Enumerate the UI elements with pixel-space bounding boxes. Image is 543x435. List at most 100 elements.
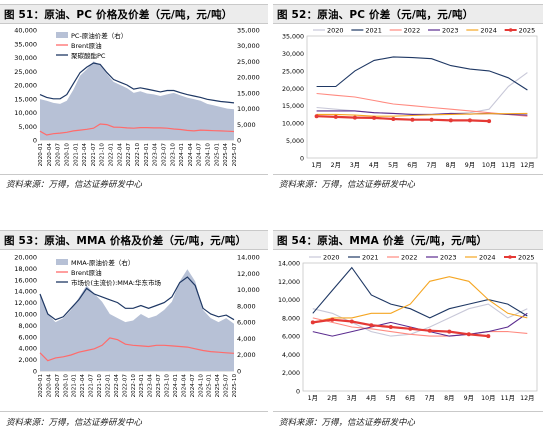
x-tick-label: 2024-01 — [173, 374, 179, 398]
y-tick-label: 6,000 — [282, 334, 300, 341]
x-tick-label: 2020-07 — [55, 374, 61, 398]
series-line-brent — [39, 337, 235, 362]
x-tick-label: 2024-10 — [206, 143, 212, 167]
x-tick-label: 5月 — [386, 394, 396, 402]
series-point-2025 — [486, 334, 491, 339]
panel-fig53: 图 53：原油、MMA 价格及价差（元/吨，元/吨） 0 2,000 4,000 6,… — [0, 230, 268, 435]
series-area-spread — [40, 269, 234, 371]
x-tick-label: 3月 — [347, 394, 357, 402]
y-right-tick-label: 6,000 — [237, 319, 256, 327]
series-line-2024 — [312, 276, 528, 323]
source-note: 资料来源：万得，信达证券研发中心 — [6, 180, 143, 190]
y-right-tick-label: 20,000 — [237, 74, 260, 82]
series-point-2025 — [314, 114, 319, 119]
chart-fig51: 0 5,000 10,000 15,000 20,000 25,000 30,000 35,0… — [14, 27, 260, 167]
series-point-2025 — [429, 117, 434, 122]
y-tick-label: 35,000 — [282, 34, 304, 41]
y-left-tick-label: 0 — [33, 137, 37, 145]
legend-label: 2023 — [440, 254, 457, 262]
y-right-tick-label: 0 — [237, 137, 241, 145]
panel-fig51: 图 51：原油、PC 价格及价差（元/吨，元/吨） 0 5,000 10,000 15… — [0, 0, 268, 192]
series-point-2025 — [466, 332, 471, 337]
y-tick-label: 15,000 — [282, 103, 304, 110]
legend-marker — [508, 255, 512, 259]
x-tick-label: 2023-10 — [170, 143, 176, 167]
y-left-tick-label: 30,000 — [14, 54, 37, 62]
x-tick-label: 2020-10 — [63, 374, 69, 398]
y-right-tick-label: 14,000 — [237, 254, 260, 262]
x-tick-label: 2023-01 — [144, 143, 150, 167]
y-left-tick-label: 6,000 — [18, 333, 37, 341]
series-line-2023 — [312, 312, 528, 337]
legend-label: 市场价(主流价):MMA:华东市场 — [71, 278, 162, 287]
x-tick-label: 3月 — [350, 161, 360, 169]
y-left-tick-label: 10,000 — [14, 109, 37, 117]
x-tick-label: 8月 — [444, 394, 454, 402]
series-line-2022 — [312, 317, 528, 337]
x-tick-label: 2020-01 — [38, 143, 44, 167]
panel-fig52: 图 52：原油、PC 价差（元/吨，元/吨） 0 5,000 10,000 15,00… — [273, 0, 543, 192]
x-tick-label: 10月 — [482, 161, 496, 169]
legend-label: 2020 — [323, 254, 340, 262]
y-right-tick-label: 15,000 — [237, 89, 260, 97]
x-tick-label: 4月 — [369, 161, 379, 169]
legend-label: 2024 — [479, 254, 496, 262]
panel-fig54: 图 54：原油、MMA 价差（元/吨，元/吨） 0 2,000 4,000 6,000… — [273, 230, 543, 435]
y-left-tick-label: 20,000 — [14, 254, 37, 262]
y-tick-label: 2,000 — [282, 370, 300, 377]
y-left-tick-label: 2,000 — [18, 356, 37, 364]
x-tick-label: 2022-07 — [126, 143, 132, 167]
x-tick-label: 2020-07 — [56, 143, 62, 167]
series-line-2025 — [316, 115, 490, 123]
x-tick-label: 9月 — [465, 161, 475, 169]
legend-label: 2020 — [327, 27, 344, 35]
x-tick-label: 10月 — [481, 394, 495, 402]
x-tick-label: 2022-10 — [131, 374, 137, 398]
series-point-2025 — [369, 323, 374, 328]
series-line-product — [39, 276, 235, 321]
series-point-2025 — [391, 117, 396, 121]
x-tick-label: 2023-07 — [161, 143, 167, 167]
x-tick-label: 2020-04 — [46, 374, 52, 398]
x-tick-label: 2023-04 — [148, 374, 154, 398]
y-tick-label: 0 — [300, 156, 304, 163]
x-tick-label: 2023-07 — [156, 374, 162, 398]
y-left-tick-label: 25,000 — [14, 68, 37, 76]
series-line-2020 — [316, 72, 528, 115]
series-point-2025 — [310, 320, 315, 325]
x-tick-label: 2020-04 — [47, 143, 53, 167]
x-tick-label: 7月 — [425, 394, 435, 402]
legend-label: MMA-原油价差（右） — [71, 258, 134, 267]
x-tick-label: 2023-10 — [165, 374, 171, 398]
legend-label: 2025 — [519, 27, 536, 35]
x-tick-label: 2025-01 — [207, 374, 213, 398]
x-tick-label: 2021-04 — [82, 143, 88, 167]
series-point-2025 — [467, 118, 472, 123]
title-bar: 图 52：原油、PC 价差（元/吨，元/吨） — [273, 4, 543, 24]
series-line-2025 — [312, 318, 489, 338]
x-tick-label: 2022-01 — [109, 143, 115, 167]
plot-frame — [302, 262, 538, 392]
x-tick-label: 2021-01 — [72, 374, 78, 398]
y-right-tick-label: 5,000 — [237, 121, 256, 129]
series-point-2025 — [410, 117, 415, 122]
x-tick-label: 8月 — [446, 161, 456, 169]
legend-label: 2022 — [404, 27, 421, 35]
y-left-tick-label: 12,000 — [14, 299, 37, 307]
x-tick-label: 2020-01 — [38, 374, 44, 398]
y-right-tick-label: 2,000 — [237, 351, 256, 359]
x-tick-label: 2021-01 — [73, 143, 79, 167]
y-tick-label: 0 — [296, 389, 300, 396]
legend-label: 聚碳酸酯PC — [71, 51, 106, 60]
x-tick-label: 7月 — [426, 161, 436, 169]
y-left-tick-label: 8,000 — [18, 322, 37, 330]
series-line-product — [39, 62, 235, 104]
legend-label: 2021 — [365, 27, 382, 35]
x-tick-label: 2024-04 — [181, 374, 187, 398]
legend-label: Brent原油 — [71, 41, 102, 50]
series-point-2025 — [408, 326, 413, 331]
legend-marker — [508, 28, 513, 32]
x-tick-label: 2022-04 — [114, 374, 120, 398]
title-bar: 图 54：原油、MMA 价差（元/吨，元/吨） — [273, 230, 543, 250]
y-left-tick-label: 5,000 — [18, 123, 37, 131]
